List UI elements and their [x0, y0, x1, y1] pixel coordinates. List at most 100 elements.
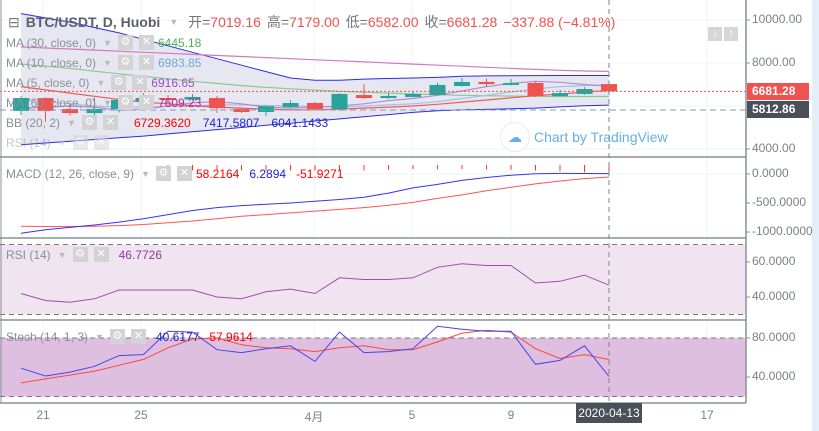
gear-icon[interactable]: ⚙: [117, 95, 133, 110]
price-tick: 8000.00: [752, 55, 796, 69]
bb-lower-line: [20, 104, 610, 146]
close-icon[interactable]: ✕: [138, 55, 154, 70]
legend-stoch-label: Stoch (14, 1, 3): [6, 329, 89, 344]
macd-line: [20, 172, 610, 234]
candle-body: [331, 93, 348, 110]
legend-bb[interactable]: BB (20, 2) ▼ ⚙ ✕ 6729.3620 7417.5807 6041.1433: [6, 115, 328, 130]
time-tick: 17: [700, 408, 714, 422]
close-icon[interactable]: ✕: [93, 247, 109, 262]
gear-icon[interactable]: ⚙: [111, 75, 127, 90]
close-icon[interactable]: ✕: [132, 75, 148, 90]
low-value: 6582.00: [367, 14, 419, 30]
legend-ma10[interactable]: MA (10, close, 0) ▼ ⚙ ✕ 6983.85: [6, 55, 201, 70]
gear-icon[interactable]: ⚙: [117, 35, 133, 50]
legend-macd[interactable]: MACD (12, 26, close, 9) ▼ ⚙ ✕ 58.2164 6.2894-…: [6, 166, 343, 181]
legend-ma30-label: MA (30, close, 0): [6, 35, 97, 50]
time-tick: 4月: [304, 410, 324, 424]
legend-ma5-label: MA (5, close, 0): [6, 75, 90, 90]
scale-fit-icon[interactable]: ↕: [724, 27, 738, 41]
chevron-down-icon[interactable]: ▼: [103, 97, 112, 108]
stoch-d-line: [20, 329, 610, 384]
candle-body: [429, 84, 446, 96]
candle-body: [380, 95, 397, 99]
collapse-icon[interactable]: ⊟: [8, 13, 20, 30]
ma30-line: [20, 63, 610, 98]
close-icon[interactable]: ✕: [130, 329, 146, 344]
close-icon[interactable]: ✕: [102, 115, 118, 130]
macd-tick: -500.0000: [752, 195, 807, 209]
close-label: 收=: [424, 14, 447, 30]
gear-icon[interactable]: ⚙: [72, 135, 88, 150]
legend-macd-signal: -51.9271: [296, 166, 344, 181]
candle-body: [86, 109, 103, 114]
legend-ma30[interactable]: MA (30, close, 0) ▼ ⚙ ✕ 6445.18: [6, 35, 201, 50]
chevron-down-icon[interactable]: ▼: [57, 137, 67, 148]
tradingview-logo-icon: ☁: [500, 122, 530, 152]
close-icon[interactable]: ✕: [138, 35, 154, 50]
symbol-title[interactable]: BTC/USDT, D, Huobi: [25, 14, 161, 30]
low-label: 低=: [345, 14, 368, 30]
candle-body: [258, 106, 274, 113]
bb-upper-line: [20, 13, 609, 81]
chevron-down-icon[interactable]: ▼: [169, 17, 179, 27]
candle-body: [527, 82, 544, 97]
legend-bb-basis: 6729.3620: [133, 115, 191, 130]
open-value: 7019.16: [210, 14, 261, 30]
stoch-tick: 80.0000: [752, 330, 796, 344]
chevron-down-icon[interactable]: ▼: [95, 331, 104, 342]
scrollbar-track: [812, 0, 819, 431]
gear-icon[interactable]: ⚙: [155, 166, 171, 181]
macd-tick: -1000.0000: [752, 224, 813, 238]
legend-ma30-value: 6445.18: [157, 35, 202, 50]
price-tick: 4000.00: [752, 141, 796, 155]
scale-down-icon[interactable]: ↓: [708, 27, 722, 41]
ma60-line: [20, 46, 610, 72]
gear-icon[interactable]: ⚙: [117, 55, 133, 70]
legend-stoch[interactable]: Stoch (14, 1, 3) ▼ ⚙ ✕ 40.6177 57.9614: [6, 329, 253, 344]
legend-stoch-d: 57.9614: [209, 329, 253, 344]
legend-rsi-label: RSI (14): [6, 247, 51, 262]
time-tick: 5: [408, 408, 416, 422]
legend-rsi[interactable]: RSI (14) ▼ ⚙ ✕ 46.7726: [6, 247, 162, 262]
open-label: 开=: [188, 14, 211, 30]
legend-ma5-value: 6916.65: [151, 75, 195, 90]
legend-macd-value: 6.2894: [249, 166, 287, 181]
legend-ma10-label: MA (10, close, 0): [6, 55, 97, 70]
candle-body: [356, 95, 372, 99]
crosshair-date-badge: 2020-04-13: [576, 403, 642, 423]
candle-body: [307, 102, 323, 110]
legend-rsi-ghost[interactable]: RSI (14) ▼ ⚙ ✕: [6, 135, 109, 150]
tradingview-watermark[interactable]: ☁ Chart by TradingView: [500, 122, 668, 152]
candle-body: [405, 93, 421, 97]
chevron-down-icon[interactable]: ▼: [67, 117, 76, 128]
macd-signal-line: [20, 176, 610, 227]
legend-ma60[interactable]: MA (60, close, 0) ▼ ⚙ ✕ 7609.23: [6, 95, 201, 110]
legend-rsi-ghost-label: RSI (14): [6, 135, 51, 150]
gear-icon[interactable]: ⚙: [81, 115, 97, 130]
legend-macd-hist: 58.2164: [195, 166, 240, 181]
candle-body: [62, 109, 78, 114]
stoch-tick: 40.0000: [752, 369, 796, 383]
stoch-band-fill: [0, 338, 746, 397]
close-icon[interactable]: ✕: [176, 166, 192, 181]
close-icon[interactable]: ✕: [93, 135, 109, 150]
candle-body: [160, 98, 176, 100]
gear-icon[interactable]: ⚙: [109, 329, 125, 344]
chevron-down-icon[interactable]: ▼: [141, 168, 150, 179]
gear-icon[interactable]: ⚙: [72, 247, 88, 262]
chevron-down-icon[interactable]: ▼: [103, 37, 112, 48]
legend-ma5[interactable]: MA (5, close, 0) ▼ ⚙ ✕ 6916.65: [6, 75, 195, 90]
chevron-down-icon[interactable]: ▼: [103, 57, 112, 68]
macd-tick: 0.0000: [752, 166, 789, 180]
chevron-down-icon[interactable]: ▼: [57, 249, 67, 260]
rsi-tick: 40.0000: [752, 289, 796, 303]
legend-ma60-label: MA (60, close, 0): [6, 95, 97, 110]
time-tick: 9: [507, 408, 515, 422]
bb-fill: [21, 13, 609, 145]
legend-stoch-k: 40.6177: [155, 329, 200, 344]
chevron-down-icon[interactable]: ▼: [96, 77, 106, 88]
close-icon[interactable]: ✕: [138, 95, 154, 110]
high-label: 高=: [266, 14, 290, 30]
symbol-header: ⊟ BTC/USDT, D, Huobi ▼ 开=7019.16 高=7179.…: [8, 12, 615, 32]
